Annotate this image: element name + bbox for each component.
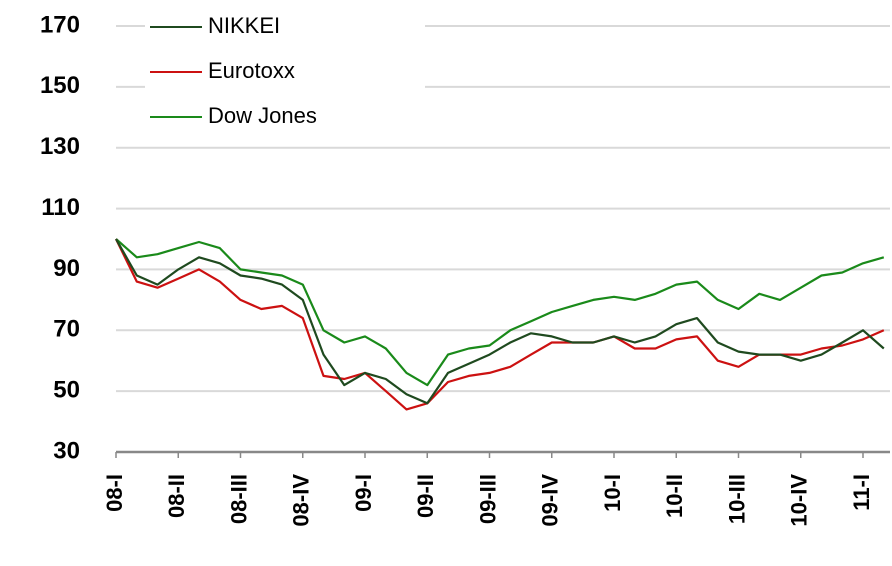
x-tick-label: 11-I — [849, 474, 874, 511]
y-tick-label: 90 — [53, 255, 80, 282]
y-tick-label: 70 — [53, 316, 80, 343]
x-tick-label: 09-II — [413, 474, 438, 518]
legend-label: Eurotoxx — [208, 58, 295, 83]
x-tick-label: 08-IV — [289, 474, 314, 527]
x-tick-label: 08-II — [164, 474, 189, 518]
series-line — [115, 238, 885, 387]
x-tick-label: 10-III — [724, 474, 749, 524]
y-tick-label: 30 — [53, 437, 80, 464]
x-tick-label: 10-I — [600, 474, 625, 512]
x-tick-label: 10-IV — [787, 474, 812, 527]
x-tick-label: 09-III — [475, 474, 500, 524]
x-tick-label: 09-IV — [538, 474, 563, 527]
y-tick-label: 50 — [53, 376, 80, 403]
y-tick-label: 170 — [40, 11, 80, 38]
x-tick-label: 08-III — [226, 474, 251, 524]
series-line — [115, 238, 885, 411]
series-line — [115, 238, 885, 405]
y-tick-label: 110 — [41, 194, 80, 221]
x-tick-label: 10-II — [662, 474, 687, 518]
y-tick-label: 150 — [40, 72, 80, 99]
x-tick-label: 08-I — [102, 474, 127, 512]
legend-label: NIKKEI — [208, 13, 280, 38]
y-tick-label: 130 — [40, 133, 80, 160]
x-tick-label: 09-I — [351, 474, 376, 512]
legend-label: Dow Jones — [208, 103, 317, 128]
